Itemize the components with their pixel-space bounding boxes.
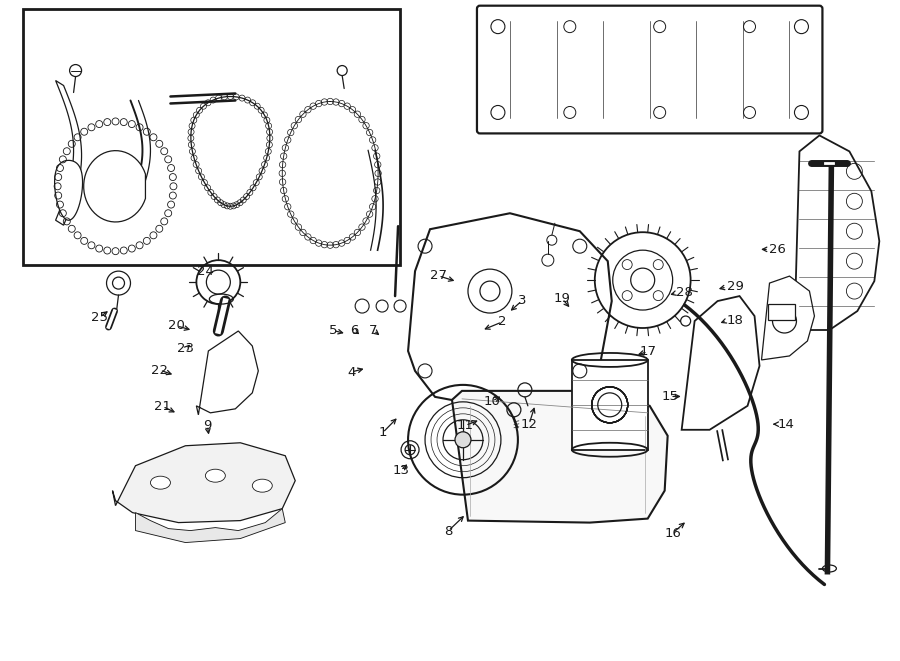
Text: 18: 18 — [727, 314, 743, 327]
Text: 14: 14 — [778, 418, 795, 431]
Text: 21: 21 — [154, 400, 171, 413]
Text: 23: 23 — [177, 342, 194, 356]
Circle shape — [455, 432, 471, 447]
Polygon shape — [136, 508, 285, 543]
FancyBboxPatch shape — [477, 6, 823, 134]
Bar — [572, 360, 648, 449]
Polygon shape — [408, 214, 612, 411]
Text: 17: 17 — [639, 345, 656, 358]
Ellipse shape — [205, 469, 225, 482]
Polygon shape — [84, 151, 146, 222]
Text: 22: 22 — [151, 364, 168, 377]
Text: 13: 13 — [392, 464, 410, 477]
Polygon shape — [452, 391, 668, 523]
Polygon shape — [795, 136, 879, 330]
Text: 5: 5 — [328, 324, 338, 337]
Polygon shape — [55, 161, 83, 220]
Text: 10: 10 — [484, 395, 500, 408]
Polygon shape — [56, 81, 82, 225]
Text: 7: 7 — [369, 324, 378, 337]
Text: 3: 3 — [518, 294, 526, 307]
Text: 9: 9 — [203, 419, 212, 432]
Text: 24: 24 — [197, 264, 214, 278]
Polygon shape — [681, 296, 760, 430]
Text: 20: 20 — [168, 319, 185, 332]
Text: 12: 12 — [520, 418, 537, 431]
Text: 16: 16 — [664, 527, 681, 539]
Text: 1: 1 — [378, 426, 387, 440]
Bar — [768, 304, 796, 320]
Text: 19: 19 — [554, 292, 571, 305]
Text: 29: 29 — [727, 280, 743, 293]
Text: 4: 4 — [347, 366, 356, 379]
Text: 27: 27 — [430, 269, 446, 282]
Polygon shape — [196, 331, 258, 415]
Text: 26: 26 — [769, 243, 786, 256]
Polygon shape — [112, 443, 295, 523]
Text: 6: 6 — [350, 324, 358, 337]
Bar — [22, 9, 400, 265]
Ellipse shape — [150, 476, 170, 489]
Text: 28: 28 — [677, 286, 693, 299]
Polygon shape — [761, 276, 814, 360]
Text: 15: 15 — [662, 390, 679, 403]
Text: 8: 8 — [444, 525, 453, 537]
Text: 2: 2 — [498, 315, 507, 329]
Polygon shape — [191, 97, 270, 206]
Text: 11: 11 — [457, 419, 473, 432]
Text: 25: 25 — [91, 311, 108, 324]
Ellipse shape — [252, 479, 273, 492]
